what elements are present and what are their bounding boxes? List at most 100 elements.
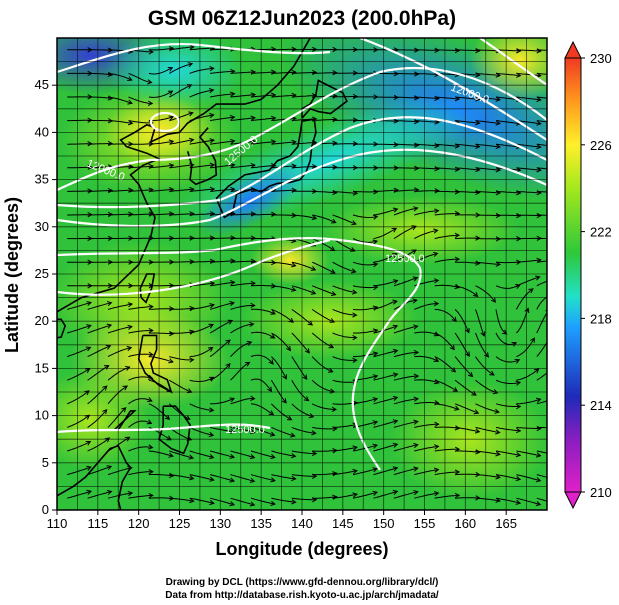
streamline bbox=[393, 398, 419, 405]
streamline-arrowhead bbox=[515, 452, 522, 458]
streamline bbox=[495, 284, 520, 289]
streamline bbox=[373, 325, 398, 334]
streamline bbox=[87, 491, 112, 499]
streamline-arrowhead bbox=[392, 299, 398, 305]
streamline-arrowhead bbox=[556, 502, 561, 506]
streamline-arrowhead bbox=[535, 477, 542, 483]
streamline-arrowhead bbox=[350, 247, 356, 252]
streamline bbox=[414, 167, 439, 170]
streamline bbox=[393, 143, 419, 146]
streamline-arrowhead bbox=[495, 261, 502, 267]
streamline bbox=[475, 261, 501, 265]
streamline bbox=[352, 261, 378, 266]
streamline bbox=[393, 467, 418, 476]
streamline bbox=[312, 472, 337, 476]
streamline-arrowhead bbox=[465, 351, 470, 357]
streamline bbox=[414, 72, 439, 76]
streamline-arrowhead bbox=[495, 96, 501, 102]
streamline bbox=[434, 143, 460, 147]
streamline-arrowhead bbox=[188, 454, 195, 460]
streamline-arrowhead bbox=[107, 95, 114, 101]
y-tick-label: 5 bbox=[42, 455, 49, 470]
streamline bbox=[352, 444, 378, 452]
streamline bbox=[516, 259, 541, 263]
streamline bbox=[209, 497, 235, 506]
streamline-arrowhead bbox=[271, 211, 277, 217]
contour-line bbox=[359, 38, 547, 141]
x-tick-label: 125 bbox=[169, 516, 191, 531]
streamline bbox=[67, 414, 90, 428]
streamline-arrowhead bbox=[125, 365, 131, 371]
streamline bbox=[87, 345, 111, 358]
streamline bbox=[148, 67, 173, 75]
x-tick-label: 110 bbox=[47, 516, 68, 531]
streamline bbox=[128, 376, 153, 381]
streamline bbox=[209, 474, 235, 482]
streamline-arrowhead bbox=[244, 361, 251, 367]
contour-line bbox=[479, 38, 547, 86]
streamline bbox=[189, 376, 214, 382]
streamline bbox=[373, 208, 398, 216]
streamline bbox=[210, 188, 235, 192]
streamline bbox=[475, 497, 500, 502]
streamline-arrowhead bbox=[557, 258, 561, 262]
streamline-arrowhead bbox=[270, 139, 277, 145]
streamline-arrowhead bbox=[106, 301, 113, 307]
streamline bbox=[475, 167, 501, 171]
streamline bbox=[434, 167, 460, 170]
streamline bbox=[495, 426, 521, 432]
streamline bbox=[128, 471, 153, 476]
streamline bbox=[475, 72, 501, 76]
streamline-arrowhead bbox=[372, 467, 379, 473]
streamline bbox=[414, 143, 439, 147]
streamline-arrowhead bbox=[411, 225, 417, 231]
streamline bbox=[67, 490, 92, 499]
streamline-arrowhead bbox=[495, 451, 501, 457]
streamline bbox=[250, 403, 274, 416]
streamline-arrowhead bbox=[392, 466, 399, 472]
streamline bbox=[271, 261, 296, 267]
streamline-arrowhead bbox=[268, 410, 275, 416]
streamline bbox=[291, 426, 316, 434]
streamline bbox=[495, 49, 521, 52]
streamline bbox=[209, 450, 235, 458]
x-tick-label: 135 bbox=[250, 516, 272, 531]
streamline-arrowhead bbox=[127, 324, 133, 330]
streamline bbox=[393, 207, 418, 216]
streamline bbox=[475, 450, 500, 455]
streamline bbox=[332, 214, 357, 225]
coastline bbox=[228, 509, 231, 510]
streamline bbox=[455, 261, 480, 264]
streamline bbox=[169, 63, 193, 74]
streamline bbox=[312, 72, 337, 74]
streamline-arrowhead bbox=[557, 426, 561, 430]
streamline-arrowhead bbox=[475, 96, 481, 102]
streamline-arrowhead bbox=[556, 276, 560, 280]
streamline bbox=[169, 307, 194, 310]
streamline-arrowhead bbox=[392, 324, 399, 330]
streamline-arrowhead bbox=[434, 421, 440, 427]
streamline bbox=[67, 390, 90, 405]
streamline bbox=[495, 497, 521, 504]
streamline-arrowhead bbox=[164, 414, 171, 420]
streamline-arrowhead bbox=[285, 345, 292, 352]
streamline bbox=[332, 493, 357, 499]
streamline-arrowhead bbox=[229, 501, 236, 507]
streamline-arrowhead bbox=[250, 258, 257, 264]
streamline bbox=[250, 213, 276, 216]
streamline bbox=[291, 95, 317, 98]
streamline-arrowhead bbox=[105, 344, 112, 350]
streamline-arrowhead bbox=[209, 303, 215, 309]
streamline-arrowhead bbox=[107, 211, 114, 218]
streamline bbox=[414, 190, 439, 192]
streamline-arrowhead bbox=[391, 227, 398, 233]
streamline-arrowhead bbox=[168, 115, 175, 121]
streamline-arrowhead bbox=[454, 469, 461, 475]
streamline-arrowhead bbox=[229, 453, 236, 459]
streamline bbox=[230, 213, 256, 216]
credit-data: Data from http://database.rish.kyoto-u.a… bbox=[165, 590, 439, 601]
streamline bbox=[230, 426, 255, 434]
map-grid bbox=[57, 38, 547, 510]
streamline bbox=[271, 189, 296, 192]
streamline bbox=[516, 72, 541, 77]
